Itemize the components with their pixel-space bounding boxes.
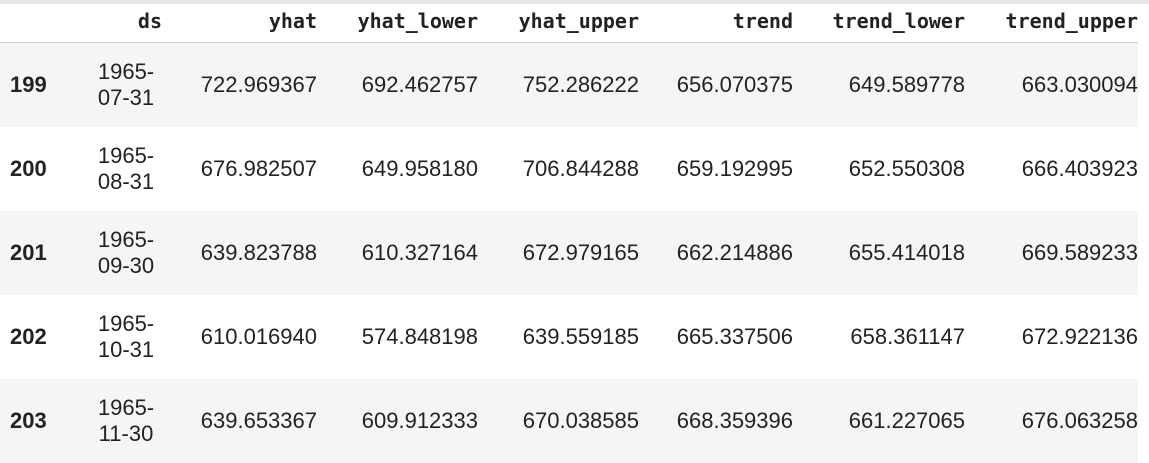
table-row: 202 1965-10-31 610.016940 574.848198 639… xyxy=(0,295,1138,379)
row-index: 202 xyxy=(0,295,90,379)
cell-yhat-lower: 649.958180 xyxy=(317,127,478,211)
cell-yhat: 610.016940 xyxy=(162,295,317,379)
row-index: 199 xyxy=(0,43,90,128)
row-index: 201 xyxy=(0,211,90,295)
cell-yhat-lower: 574.848198 xyxy=(317,295,478,379)
cell-trend-upper: 666.403923 xyxy=(965,127,1138,211)
table-row: 199 1965-07-31 722.969367 692.462757 752… xyxy=(0,43,1138,128)
cell-yhat: 722.969367 xyxy=(162,43,317,128)
column-header-yhat-lower: yhat_lower xyxy=(317,0,478,43)
cell-ds: 1965-07-31 xyxy=(90,43,162,128)
row-index: 203 xyxy=(0,379,90,463)
cell-ds: 1965-09-30 xyxy=(90,211,162,295)
column-header-yhat-upper: yhat_upper xyxy=(478,0,639,43)
table-row: 203 1965-11-30 639.653367 609.912333 670… xyxy=(0,379,1138,463)
index-header xyxy=(0,0,90,43)
cell-trend-lower: 649.589778 xyxy=(793,43,965,128)
cell-trend: 665.337506 xyxy=(639,295,793,379)
cell-trend: 659.192995 xyxy=(639,127,793,211)
cell-trend-upper: 672.922136 xyxy=(965,295,1138,379)
row-index: 200 xyxy=(0,127,90,211)
table-row: 200 1965-08-31 676.982507 649.958180 706… xyxy=(0,127,1138,211)
cell-trend-lower: 661.227065 xyxy=(793,379,965,463)
ds-month-day: 10-31 xyxy=(90,337,162,363)
cell-yhat-lower: 610.327164 xyxy=(317,211,478,295)
ds-month-day: 09-30 xyxy=(90,253,162,279)
cell-ds: 1965-08-31 xyxy=(90,127,162,211)
cell-trend-upper: 669.589233 xyxy=(965,211,1138,295)
ds-month-day: 11-30 xyxy=(90,421,162,447)
ds-year: 1965- xyxy=(90,227,162,253)
ds-year: 1965- xyxy=(90,143,162,169)
table-header: ds yhat yhat_lower yhat_upper trend tren… xyxy=(0,0,1138,43)
cell-yhat-upper: 706.844288 xyxy=(478,127,639,211)
column-header-trend-lower: trend_lower xyxy=(793,0,965,43)
cell-trend-lower: 652.550308 xyxy=(793,127,965,211)
table-row: 201 1965-09-30 639.823788 610.327164 672… xyxy=(0,211,1138,295)
table-body: 199 1965-07-31 722.969367 692.462757 752… xyxy=(0,43,1138,463)
cell-trend-lower: 655.414018 xyxy=(793,211,965,295)
cell-yhat: 676.982507 xyxy=(162,127,317,211)
cell-trend-upper: 663.030094 xyxy=(965,43,1138,128)
cell-yhat-upper: 670.038585 xyxy=(478,379,639,463)
cell-ds: 1965-10-31 xyxy=(90,295,162,379)
cell-trend-lower: 658.361147 xyxy=(793,295,965,379)
ds-year: 1965- xyxy=(90,311,162,337)
cell-yhat-lower: 609.912333 xyxy=(317,379,478,463)
column-header-trend-upper: trend_upper xyxy=(965,0,1138,43)
cell-yhat-upper: 672.979165 xyxy=(478,211,639,295)
cell-trend: 668.359396 xyxy=(639,379,793,463)
cell-yhat: 639.653367 xyxy=(162,379,317,463)
ds-month-day: 08-31 xyxy=(90,169,162,195)
column-header-trend: trend xyxy=(639,0,793,43)
ds-month-day: 07-31 xyxy=(90,85,162,111)
ds-year: 1965- xyxy=(90,395,162,421)
ds-year: 1965- xyxy=(90,59,162,85)
cell-yhat-lower: 692.462757 xyxy=(317,43,478,128)
cell-trend-upper: 676.063258 xyxy=(965,379,1138,463)
cell-ds: 1965-11-30 xyxy=(90,379,162,463)
cell-yhat-upper: 639.559185 xyxy=(478,295,639,379)
cell-yhat: 639.823788 xyxy=(162,211,317,295)
header-row: ds yhat yhat_lower yhat_upper trend tren… xyxy=(0,0,1138,43)
cell-yhat-upper: 752.286222 xyxy=(478,43,639,128)
column-header-yhat: yhat xyxy=(162,0,317,43)
cell-trend: 662.214886 xyxy=(639,211,793,295)
column-header-ds: ds xyxy=(90,0,162,43)
cell-trend: 656.070375 xyxy=(639,43,793,128)
